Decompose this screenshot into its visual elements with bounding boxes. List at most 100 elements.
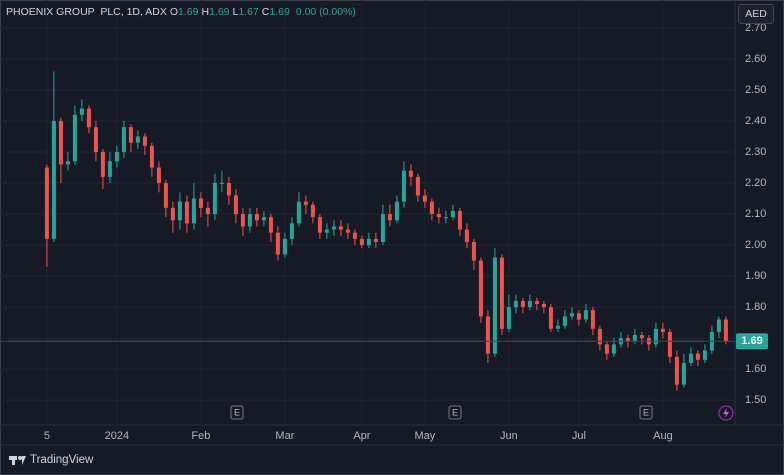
candle-body [422, 195, 427, 202]
candle-body [716, 319, 721, 332]
candle-body [345, 229, 350, 233]
y-tick-label: 2.40 [745, 115, 766, 127]
candle-body [65, 161, 70, 165]
legend: PHOENIX GROUP PLC, 1D, ADX O1.69 H1.69 L1.6… [6, 6, 359, 18]
candle-body [604, 344, 609, 354]
candle-body [499, 257, 504, 329]
candle-body [429, 201, 434, 215]
candle-body [149, 145, 154, 168]
x-tick-label: Jun [500, 430, 518, 442]
candle-body [86, 108, 91, 128]
candle-body [191, 198, 196, 224]
brand: TradingView [30, 454, 94, 466]
candle-body [156, 167, 161, 184]
candle-body [170, 207, 175, 221]
event-marker [448, 405, 462, 420]
candle-body [471, 241, 476, 261]
x-tick-label: 2024 [105, 430, 129, 442]
candle-body [702, 350, 707, 360]
candle-body [394, 201, 399, 221]
y-tick-label: 2.60 [745, 53, 766, 65]
candle-body [100, 152, 105, 177]
candle-body [240, 214, 245, 227]
candle-body [674, 356, 679, 385]
candle-body [583, 310, 588, 320]
candle-body [184, 201, 189, 224]
candle-body [254, 214, 259, 221]
ohlc-values: O1.69 H1.69 L1.67 C1.69 [170, 6, 293, 18]
candle-body [142, 136, 147, 146]
candle-body [667, 331, 672, 357]
candle-body [359, 238, 364, 246]
candle-body [51, 120, 56, 239]
candle-body [660, 328, 665, 332]
candle-body [163, 183, 168, 208]
candle-body [401, 170, 406, 202]
y-tick-label: 1.50 [745, 394, 766, 406]
y-tick-label: 2.50 [745, 84, 766, 96]
candle-body [723, 319, 728, 342]
candle-body [632, 335, 637, 342]
candle-body [625, 338, 630, 342]
candle-body [485, 316, 490, 354]
candle-body [373, 238, 378, 242]
y-tick-label: 2.20 [745, 177, 766, 189]
axis-labels: 1.501.601.701.801.902.002.102.202.302.40… [44, 22, 768, 442]
candle-body [555, 325, 560, 329]
candle-body [93, 127, 98, 153]
event-label: E [643, 407, 649, 417]
y-tick-label: 2.10 [745, 208, 766, 220]
candle-body [443, 217, 448, 219]
x-tick-label: Apr [353, 430, 370, 442]
candle-body [289, 223, 294, 239]
change: 0.00 (0.00%) [295, 6, 356, 18]
candle-body [688, 353, 693, 363]
candle-body [352, 232, 357, 239]
candle-body [415, 176, 420, 196]
flash-bolt [723, 408, 729, 418]
ohlc-value: 1.69 [178, 6, 199, 18]
candle-body [513, 300, 518, 308]
candle-body [590, 310, 595, 329]
candle-body [233, 195, 238, 215]
ohlc-value: 1.69 [209, 6, 230, 18]
x-tick-label: Jul [572, 430, 586, 442]
candle-body [247, 214, 252, 227]
candle-body [436, 214, 441, 218]
candle-body [639, 335, 644, 339]
candle-body [44, 167, 49, 239]
candle-body [527, 300, 532, 308]
candle-body [317, 217, 322, 233]
candle-body [128, 127, 133, 143]
candle-body [520, 300, 525, 308]
ohlc-label: C [261, 6, 270, 18]
x-tick-label: Aug [653, 430, 673, 442]
candles [0, 71, 735, 391]
candle-body [597, 328, 602, 345]
y-tick-label: 2.30 [745, 146, 766, 158]
candle-body [576, 313, 581, 320]
candle-body [492, 257, 497, 354]
y-tick-label: 2.70 [745, 22, 766, 34]
symbol: PHOENIX GROUP PLC, 1D, ADX [6, 6, 167, 18]
candle-body [72, 114, 77, 162]
candle-body [114, 152, 119, 162]
candle-body [275, 232, 280, 255]
currency-button[interactable]: AED [738, 4, 774, 24]
candle-body [408, 170, 413, 177]
candle-body [198, 198, 203, 208]
candle-body [464, 229, 469, 242]
flash-icon[interactable] [718, 405, 734, 421]
candle-body [450, 210, 455, 218]
x-tick-label: May [415, 430, 436, 442]
candle-body [695, 353, 700, 360]
ohlc-label: H [201, 6, 210, 18]
candle-body [366, 238, 371, 246]
candle-body [212, 183, 217, 215]
event-label: E [452, 407, 458, 417]
ohlc-value: 1.67 [238, 6, 259, 18]
tradingview-logo [9, 456, 26, 465]
candle-body [205, 207, 210, 215]
